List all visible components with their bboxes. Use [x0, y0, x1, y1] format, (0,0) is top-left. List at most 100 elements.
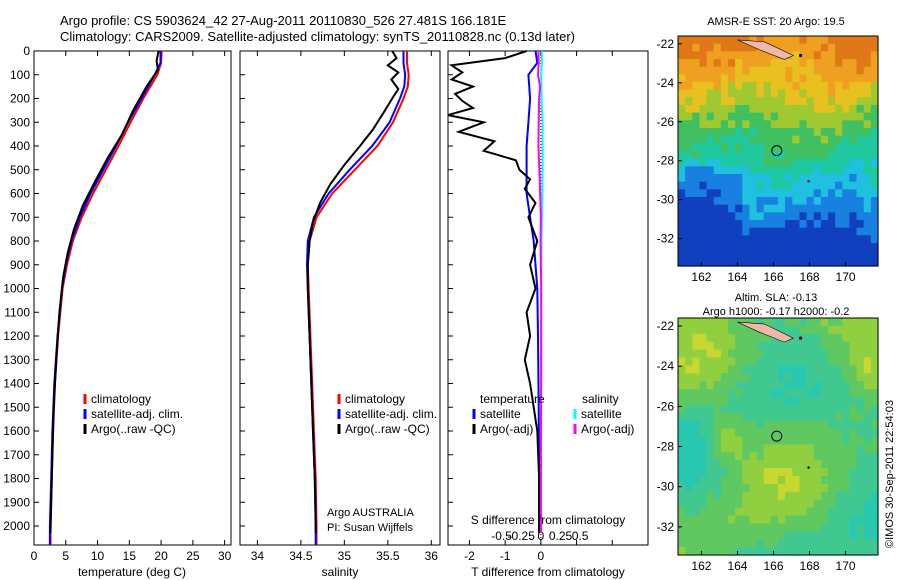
sst_map-cell	[699, 143, 708, 152]
sla_map-cell	[756, 381, 765, 390]
sst_map-cell	[706, 135, 715, 144]
sla_map-cell	[799, 476, 808, 485]
sla_map-cell	[770, 357, 779, 366]
temperature-x-label: temperature (deg C)	[78, 565, 186, 579]
sla_map-cell	[792, 389, 801, 398]
sst_map-cell	[828, 189, 836, 198]
sla_map-island	[807, 466, 810, 469]
sla_map-cell	[856, 468, 865, 477]
sla_map-cell	[749, 357, 758, 366]
sla_map-cell	[828, 365, 836, 374]
sla_map-cell	[692, 412, 701, 422]
sla_map-cell	[842, 539, 851, 548]
sst_map-cell	[728, 258, 736, 267]
sst_map-lat-tick-label: -24	[657, 76, 675, 90]
sla_map-cell	[849, 333, 858, 343]
sla_map-cell	[806, 468, 815, 477]
sla_map-cell	[778, 476, 786, 485]
temperature-panel: 0100200300400500600700800900100011001200…	[3, 44, 453, 579]
sla_map-cell	[720, 349, 729, 359]
sst_map-cell	[820, 43, 829, 52]
sst_map-cell	[778, 97, 786, 106]
sla_map-cell	[763, 483, 772, 493]
sst_map-cell	[806, 174, 815, 183]
sla_map-cell	[735, 507, 743, 517]
sst_map-cell	[742, 243, 751, 252]
sst_map-cell	[799, 189, 808, 198]
sla_map-cell	[678, 507, 686, 517]
sla_map-cell	[856, 373, 865, 382]
sst_map-cell	[706, 143, 715, 152]
sla_map-cell	[713, 483, 722, 493]
sla_map-cell	[863, 357, 872, 366]
sla_map-cell	[742, 341, 751, 351]
sst_map-cell	[692, 250, 701, 259]
sla_map-cell	[713, 341, 722, 351]
sla_map-cell	[720, 523, 729, 532]
sla_map-lon-tick-label: 166	[763, 559, 783, 573]
sla_map-cell	[713, 539, 722, 548]
sla_map-cell	[770, 476, 779, 485]
sst_map-cell	[756, 51, 765, 60]
depth-tick-label: 1300	[3, 353, 30, 367]
sst_map-cell	[706, 181, 715, 190]
sla_map-cell	[870, 476, 879, 485]
sst_map-cell	[792, 143, 801, 152]
sst_map-cell	[706, 128, 715, 137]
sla_map-cell	[785, 539, 793, 548]
sst_map-cell	[792, 220, 801, 229]
sla_map-cell	[699, 539, 708, 548]
sla_map-cell	[799, 460, 808, 469]
sla_map-cell	[749, 531, 758, 540]
sst_map-cell	[706, 105, 715, 114]
sla_map-cell	[742, 389, 751, 398]
sla_map-cell	[842, 420, 851, 430]
sla_map-cell	[735, 460, 743, 469]
sst_map-cell	[849, 197, 858, 206]
sst_map-cell	[870, 250, 879, 259]
sst_map-cell	[756, 227, 765, 236]
sst_map-cell	[749, 105, 758, 114]
sla_map-cell	[756, 468, 765, 477]
sla_map-cell	[778, 420, 786, 430]
sla_map-cell	[806, 452, 815, 461]
sla_map-cell	[856, 531, 865, 540]
sst_map-cell	[778, 250, 786, 259]
sst_map-cell	[706, 220, 715, 229]
sla_map-cell	[842, 436, 851, 445]
sst_map-cell	[813, 250, 822, 259]
sla_map-cell	[742, 523, 751, 532]
sst_map-cell	[749, 227, 758, 236]
sla_map-cell	[870, 515, 879, 524]
difference-s-tick-label: 0.25	[549, 529, 573, 543]
sla_map-cell	[735, 499, 743, 509]
sst_map-cell	[678, 120, 686, 129]
sst_map-cell	[720, 158, 729, 167]
sla_map-cell	[799, 539, 808, 548]
sst_map-cell	[849, 135, 858, 144]
sst_map-cell	[713, 158, 722, 167]
sst_map-cell	[678, 166, 686, 175]
sst_map-cell	[870, 120, 879, 129]
sla_map-cell	[863, 531, 872, 540]
sla_map-cell	[820, 460, 829, 469]
sst_map-cell	[870, 66, 879, 75]
sst_map-cell	[870, 105, 879, 114]
sla_map-cell	[763, 333, 772, 343]
sst_map-cell	[735, 128, 743, 137]
sla_map-cell	[785, 373, 793, 382]
sst_map-cell	[699, 189, 708, 198]
sst_map-cell	[713, 135, 722, 144]
sst_map-cell	[713, 174, 722, 183]
sla_map-cell	[863, 483, 872, 493]
sst_map-cell	[770, 235, 779, 244]
sst_map-lon-tick-label: 166	[763, 270, 783, 284]
sst_map-cell	[770, 59, 779, 68]
salinity-legend-label: climatology	[345, 392, 405, 406]
sst_map-cell	[778, 59, 786, 68]
sla_map-cell	[792, 444, 801, 453]
sla_map-cell	[806, 365, 815, 374]
sst_map-cell	[699, 89, 708, 98]
sla_map-cell	[778, 491, 786, 501]
sst_map-cell	[835, 89, 843, 98]
